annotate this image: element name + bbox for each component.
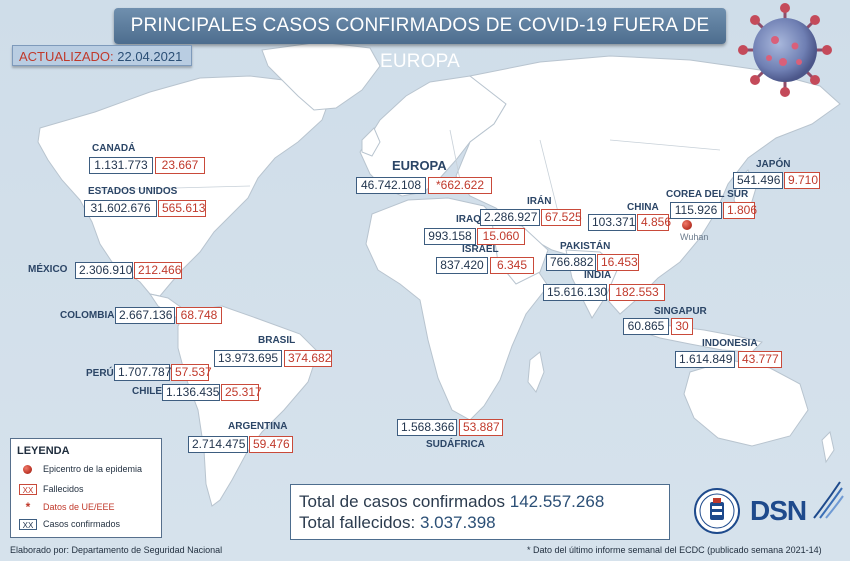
epicenter-dot-icon: [19, 464, 37, 475]
legend-deaths-label: Fallecidos: [43, 484, 84, 494]
total-deaths-label: Total fallecidos:: [299, 513, 416, 532]
deaths-singapur: 30: [671, 318, 693, 335]
confirmed-indonesia: 1.614.849: [675, 351, 735, 368]
deaths-canada: 23.667: [155, 157, 205, 174]
updated-value: 22.04.2021: [117, 49, 183, 64]
totals-box: Total de casos confirmados 142.557.268 T…: [290, 484, 670, 540]
deaths-sudafrica: 53.887: [459, 419, 503, 436]
updated-date: ACTUALIZADO: 22.04.2021: [12, 45, 192, 66]
confirmed-europa: 46.742.108: [356, 177, 426, 194]
legend-confirmed: XX Casos confirmados: [19, 519, 121, 531]
deaths-china: 4.856: [637, 214, 671, 231]
confirmed-sudafrica: 1.568.366: [397, 419, 457, 436]
region-name-colombia: COLOMBIA: [60, 310, 115, 321]
region-name-chile: CHILE: [132, 386, 162, 397]
dsn-logo-swoosh-icon: [813, 481, 844, 519]
confirmed-colombia: 2.667.136: [115, 307, 175, 324]
deaths-mexico: 212.466: [134, 262, 182, 279]
greenland-landmass: [261, 41, 381, 111]
legend-epicenter-label: Epicentro de la epidemia: [43, 464, 143, 474]
confirmed-singapur: 60.865: [623, 318, 669, 335]
page-title: PRINCIPALES CASOS CONFIRMADOS DE COVID-1…: [114, 8, 726, 72]
total-deaths-value: 3.037.398: [419, 513, 496, 532]
confirmed-argentina: 2.714.475: [188, 436, 248, 453]
updated-label: ACTUALIZADO:: [19, 49, 114, 64]
deaths-brasil: 374.682: [284, 350, 332, 367]
confirmed-brasil: 13.973.695: [214, 350, 282, 367]
legend-confirmed-label: Casos confirmados: [43, 519, 121, 529]
region-name-brasil: BRASIL: [258, 335, 296, 346]
total-confirmed-label: Total de casos confirmados: [299, 492, 505, 511]
region-name-indonesia: INDONESIA: [702, 338, 758, 349]
region-name-japon: JAPÓN: [756, 159, 791, 170]
deaths-japon: 9.710: [784, 172, 820, 189]
deaths-iraq: 15.060: [477, 228, 525, 245]
confirmed-china: 103.371: [588, 214, 636, 231]
deaths-chile: 25.317: [221, 384, 262, 401]
region-name-singapur: SINGAPUR: [654, 306, 707, 317]
epicenter-dot-icon: [682, 220, 692, 230]
coronavirus-icon: [738, 3, 832, 97]
deaths-usa: 565.613: [158, 200, 206, 217]
total-deaths-line: Total fallecidos: 3.037.398: [299, 512, 661, 533]
dsn-seal-icon: [694, 488, 740, 534]
dsn-logo-text: DSN: [750, 495, 807, 526]
footer-note: * Dato del último informe semanal del EC…: [527, 545, 822, 555]
confirmed-mexico: 2.306.910: [75, 262, 133, 279]
region-name-corea: COREA DEL SUR: [666, 189, 749, 200]
confirmed-pakistan: 766.882: [546, 254, 596, 271]
total-confirmed-value: 142.557.268: [509, 492, 605, 511]
deaths-swatch: XX: [19, 484, 37, 496]
deaths-israel: 6.345: [490, 257, 534, 274]
region-name-iraq: IRAQ: [456, 214, 481, 225]
confirmed-israel: 837.420: [436, 257, 488, 274]
region-name-china: CHINA: [627, 202, 659, 213]
deaths-corea: 1.806: [723, 202, 757, 219]
confirmed-iraq: 993.158: [424, 228, 476, 245]
footer-credit: Elaborado por: Departamento de Seguridad…: [10, 545, 223, 555]
epicenter-label: Wuhan: [680, 232, 709, 242]
deaths-india: 182.553: [609, 284, 665, 301]
region-name-pakistan: PAKISTÁN: [560, 241, 611, 252]
new-zealand-landmass: [821, 431, 835, 464]
deaths-peru: 57.537: [171, 364, 212, 381]
region-name-usa: ESTADOS UNIDOS: [88, 186, 178, 197]
region-name-peru: PERÚ: [86, 368, 114, 379]
region-name-mexico: MÉXICO: [28, 264, 68, 275]
madagascar-landmass: [527, 351, 545, 393]
australia-landmass: [683, 359, 809, 447]
region-name-argentina: ARGENTINA: [228, 421, 288, 432]
confirmed-usa: 31.602.676: [84, 200, 157, 217]
deaths-iran: 67.525: [541, 209, 582, 226]
deaths-pakistan: 16.453: [597, 254, 639, 271]
legend-title: LEYENDA: [17, 445, 70, 457]
deaths-europa: *662.622: [428, 177, 492, 194]
confirmed-canada: 1.131.773: [89, 157, 153, 174]
region-name-canada: CANADÁ: [92, 143, 136, 154]
confirmed-chile: 1.136.435: [162, 384, 220, 401]
deaths-indonesia: 43.777: [738, 351, 782, 368]
region-name-india: INDIA: [584, 270, 612, 281]
total-confirmed-line: Total de casos confirmados 142.557.268: [299, 491, 661, 512]
confirmed-iran: 2.286.927: [480, 209, 540, 226]
south-america-landmass: [177, 305, 319, 507]
uk-landmass: [361, 127, 381, 157]
legend-ue: * Datos de UE/EEE: [19, 500, 115, 515]
confirmed-peru: 1.707.787: [114, 364, 171, 381]
legend: LEYENDA Epicentro de la epidemia XX Falle…: [10, 438, 162, 538]
region-name-israel: ISRAEL: [462, 244, 499, 255]
region-name-iran: IRÁN: [527, 196, 552, 207]
legend-epicenter: Epicentro de la epidemia: [19, 464, 142, 475]
deaths-argentina: 59.476: [249, 436, 293, 453]
legend-ue-label: Datos de UE/EEE: [43, 502, 115, 512]
deaths-colombia: 68.748: [176, 307, 222, 324]
region-name-europa: EUROPA: [392, 158, 447, 173]
confirmed-swatch: XX: [19, 519, 37, 531]
asterisk-icon: *: [25, 500, 31, 515]
region-name-sudafrica: SUDÁFRICA: [426, 439, 485, 450]
confirmed-corea: 115.926: [670, 202, 722, 219]
confirmed-india: 15.616.130: [543, 284, 607, 301]
legend-deaths: XX Fallecidos: [19, 484, 84, 496]
confirmed-japon: 541.496: [733, 172, 783, 189]
